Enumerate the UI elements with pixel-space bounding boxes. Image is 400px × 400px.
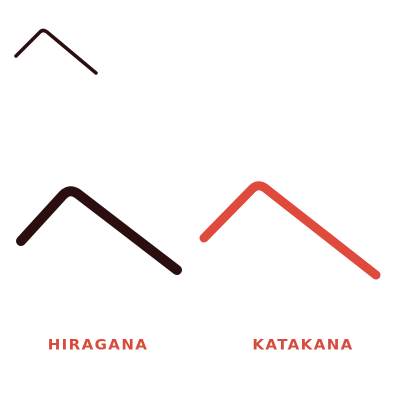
katakana-label: KATAKANA [252,336,354,354]
katakana-he-stroke [199,181,381,280]
hiragana-he-stroke [16,186,182,275]
he-preview-stroke [14,28,98,75]
hiragana-label: HIRAGANA [47,336,149,354]
